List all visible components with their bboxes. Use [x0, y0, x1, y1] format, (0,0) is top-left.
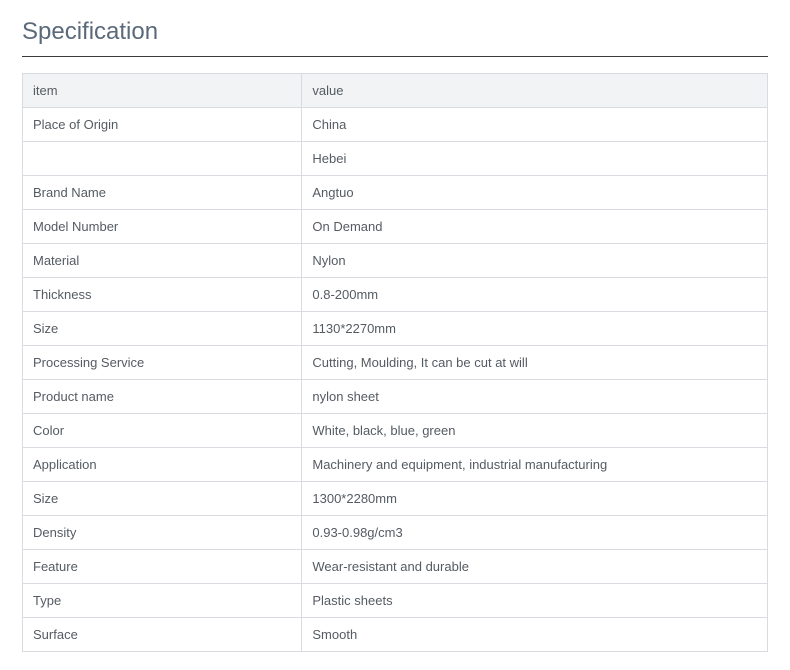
cell-item: Thickness — [23, 278, 302, 312]
cell-value: 0.93-0.98g/cm3 — [302, 516, 768, 550]
cell-value: 0.8-200mm — [302, 278, 768, 312]
cell-value: Plastic sheets — [302, 584, 768, 618]
cell-value: Smooth — [302, 618, 768, 652]
cell-item: Place of Origin — [23, 108, 302, 142]
cell-value: On Demand — [302, 210, 768, 244]
table-header-row: item value — [23, 74, 768, 108]
table-row: Product namenylon sheet — [23, 380, 768, 414]
cell-value: Cutting, Moulding, It can be cut at will — [302, 346, 768, 380]
cell-item: Surface — [23, 618, 302, 652]
table-row: Brand NameAngtuo — [23, 176, 768, 210]
cell-item: Application — [23, 448, 302, 482]
cell-value: White, black, blue, green — [302, 414, 768, 448]
table-row: ApplicationMachinery and equipment, indu… — [23, 448, 768, 482]
table-row: MaterialNylon — [23, 244, 768, 278]
cell-item — [23, 142, 302, 176]
table-row: Model NumberOn Demand — [23, 210, 768, 244]
spec-table: item value Place of OriginChinaHebeiBran… — [22, 73, 768, 652]
cell-value: Wear-resistant and durable — [302, 550, 768, 584]
cell-value: 1300*2280mm — [302, 482, 768, 516]
table-row: Processing ServiceCutting, Moulding, It … — [23, 346, 768, 380]
cell-item: Material — [23, 244, 302, 278]
cell-item: Brand Name — [23, 176, 302, 210]
cell-item: Color — [23, 414, 302, 448]
cell-value: Hebei — [302, 142, 768, 176]
cell-item: Product name — [23, 380, 302, 414]
cell-item: Processing Service — [23, 346, 302, 380]
cell-value: Machinery and equipment, industrial manu… — [302, 448, 768, 482]
cell-item: Type — [23, 584, 302, 618]
cell-item: Feature — [23, 550, 302, 584]
cell-value: nylon sheet — [302, 380, 768, 414]
cell-value: 1130*2270mm — [302, 312, 768, 346]
cell-value: China — [302, 108, 768, 142]
table-row: Place of OriginChina — [23, 108, 768, 142]
table-row: TypePlastic sheets — [23, 584, 768, 618]
table-row: ColorWhite, black, blue, green — [23, 414, 768, 448]
cell-item: Size — [23, 482, 302, 516]
table-row: SurfaceSmooth — [23, 618, 768, 652]
table-row: Thickness0.8-200mm — [23, 278, 768, 312]
table-row: Size1300*2280mm — [23, 482, 768, 516]
table-row: FeatureWear-resistant and durable — [23, 550, 768, 584]
table-row: Density0.93-0.98g/cm3 — [23, 516, 768, 550]
cell-value: Nylon — [302, 244, 768, 278]
cell-item: Density — [23, 516, 302, 550]
col-header-item: item — [23, 74, 302, 108]
page-title: Specification — [22, 18, 768, 57]
cell-value: Angtuo — [302, 176, 768, 210]
table-row: Hebei — [23, 142, 768, 176]
col-header-value: value — [302, 74, 768, 108]
table-row: Size1130*2270mm — [23, 312, 768, 346]
cell-item: Model Number — [23, 210, 302, 244]
cell-item: Size — [23, 312, 302, 346]
